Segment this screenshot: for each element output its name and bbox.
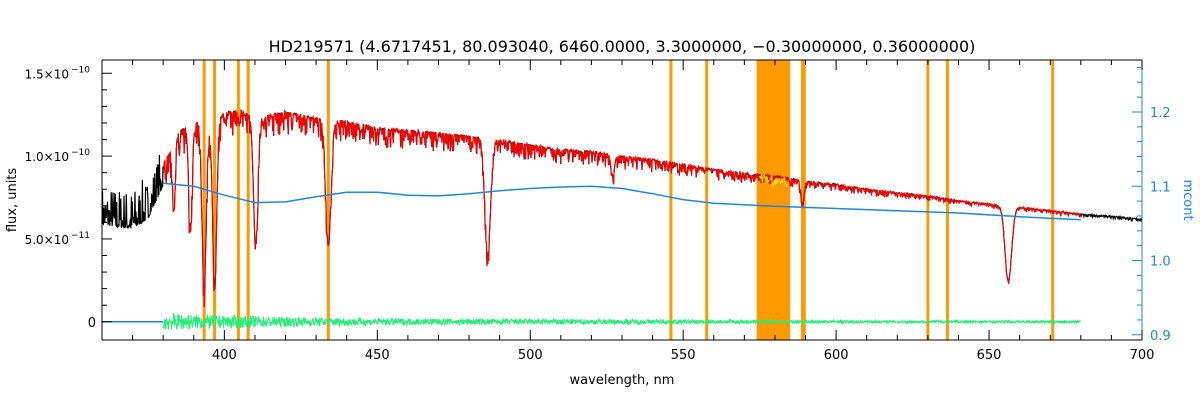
y-tick-exponent: −11 [71, 231, 90, 241]
y2-tick-label: 0.9 [1150, 329, 1171, 344]
x-tick-label: 500 [518, 348, 543, 363]
flagged-segment-line [759, 174, 788, 188]
y2-tick-label: 1.0 [1150, 255, 1171, 270]
x-tick-label: 400 [212, 348, 237, 363]
residuals-line [162, 312, 1081, 330]
masked-regions [202, 60, 1055, 340]
chart-title: HD219571 (4.6717451, 80.093040, 6460.000… [269, 37, 976, 56]
y-tick-label: 1.0×10 [25, 150, 69, 164]
continuum-line [163, 182, 1081, 221]
y-tick-label: 0 [88, 316, 96, 331]
y2-tick-label: 1.1 [1150, 180, 1171, 195]
y-tick-exponent: −10 [71, 148, 90, 158]
model-spectrum-line [163, 109, 1082, 308]
x-tick-label: 650 [977, 348, 1002, 363]
y-axis-label: flux, units [5, 168, 20, 233]
x-tick-label: 600 [824, 348, 849, 363]
x-tick-label: 450 [365, 348, 390, 363]
x-tick-label: 550 [671, 348, 696, 363]
y-tick-label: 1.5×10 [25, 67, 69, 81]
masked-band [756, 60, 791, 340]
right-axis-label: mcont [1180, 179, 1195, 220]
y2-tick-label: 1.2 [1150, 106, 1171, 121]
y-tick-exponent: −10 [71, 65, 90, 75]
y-tick-label: 5.0×10 [25, 233, 69, 247]
x-axis-label: wavelength, nm [570, 373, 675, 388]
x-tick-label: 700 [1130, 348, 1155, 363]
series-layer [101, 109, 1143, 330]
